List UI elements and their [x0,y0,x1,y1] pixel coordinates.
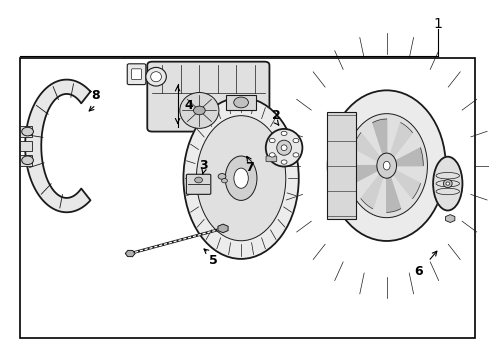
Ellipse shape [180,93,219,129]
Ellipse shape [146,67,166,86]
Ellipse shape [266,129,302,167]
Circle shape [218,174,226,179]
Bar [20,155,32,166]
Polygon shape [387,123,413,166]
Ellipse shape [346,114,427,218]
Polygon shape [361,166,387,209]
Circle shape [22,156,33,165]
Text: 2: 2 [272,109,281,122]
Text: 3: 3 [199,159,208,172]
Ellipse shape [225,156,257,201]
Circle shape [234,97,248,108]
Ellipse shape [383,161,390,170]
Ellipse shape [433,157,463,211]
Bar [20,140,32,151]
Bar [327,112,356,220]
FancyBboxPatch shape [132,69,142,80]
Polygon shape [387,166,420,199]
Bar [20,58,475,338]
Ellipse shape [377,153,396,178]
FancyBboxPatch shape [186,174,211,194]
FancyBboxPatch shape [147,62,270,132]
Polygon shape [350,166,387,184]
Text: 1: 1 [434,17,442,31]
Circle shape [293,138,299,143]
Circle shape [195,177,202,183]
FancyBboxPatch shape [266,156,277,162]
Bar [20,126,32,137]
Circle shape [221,179,227,183]
Text: 6: 6 [414,265,423,278]
FancyBboxPatch shape [127,64,146,85]
Circle shape [194,106,205,115]
Ellipse shape [328,90,446,241]
Circle shape [281,131,287,135]
Circle shape [281,160,287,164]
Text: 8: 8 [92,89,100,102]
Ellipse shape [443,180,452,188]
Circle shape [270,138,275,143]
Text: 7: 7 [245,161,254,174]
Ellipse shape [183,98,299,259]
Bar [226,95,256,110]
Ellipse shape [281,145,287,150]
Ellipse shape [277,140,292,155]
Polygon shape [373,119,387,166]
Ellipse shape [234,168,248,188]
Ellipse shape [446,182,450,185]
Polygon shape [387,148,423,166]
Polygon shape [387,166,401,212]
Text: 5: 5 [209,254,218,267]
Ellipse shape [151,72,161,82]
Polygon shape [353,133,387,166]
Ellipse shape [196,116,286,241]
Circle shape [270,153,275,157]
Text: 4: 4 [185,99,194,112]
Circle shape [293,153,299,157]
Circle shape [22,127,33,136]
Polygon shape [25,80,91,212]
